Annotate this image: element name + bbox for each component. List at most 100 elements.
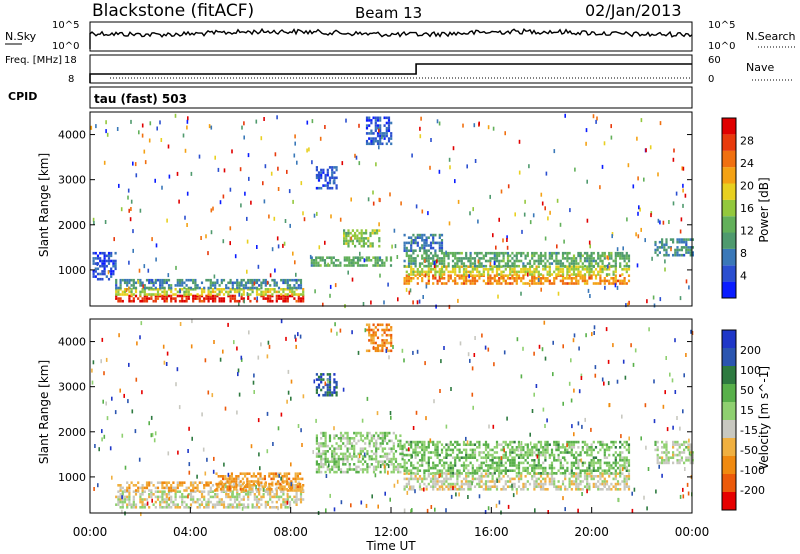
- heatmap-cell: [119, 284, 122, 287]
- heatmap-cell: [438, 244, 441, 247]
- heatmap-cell: [275, 297, 278, 300]
- heatmap-cell: [297, 297, 300, 300]
- heatmap-cell: [570, 446, 573, 449]
- heatmap-cell: [328, 434, 332, 437]
- heatmap-cell: [211, 281, 215, 285]
- heatmap-cell: [392, 457, 395, 461]
- heatmap-cell: [392, 444, 395, 448]
- heatmap-cell: [456, 448, 459, 452]
- heatmap-cell: [544, 254, 547, 258]
- heatmap-cell: [342, 452, 345, 456]
- heatmap-cell: [424, 273, 427, 278]
- heatmap-cell: [207, 481, 210, 484]
- heatmap-cell: [491, 257, 494, 260]
- heatmap-cell: [460, 282, 463, 285]
- heatmap-cell: [458, 265, 461, 268]
- heatmap-cell: [405, 282, 408, 285]
- heatmap-cell: [469, 443, 472, 446]
- heatmap-cell: [542, 282, 545, 285]
- heatmap-cell: [128, 486, 131, 490]
- heatmap-cell: [343, 239, 346, 243]
- heatmap-cell: [498, 273, 501, 276]
- heatmap-cell: [410, 249, 413, 252]
- heatmap-cell: [296, 482, 299, 486]
- heatmap-cell: [416, 268, 419, 271]
- heatmap-cell: [246, 239, 249, 244]
- heatmap-cell: [282, 503, 285, 506]
- heatmap-cell: [328, 439, 332, 443]
- heatmap-cell: [383, 331, 386, 334]
- heatmap-cell: [414, 262, 417, 265]
- heatmap-cell: [405, 265, 408, 268]
- heatmap-cell: [345, 118, 347, 123]
- heatmap-cell: [590, 251, 593, 255]
- heatmap-cell: [531, 270, 534, 274]
- heatmap-cell: [174, 297, 177, 300]
- heatmap-cell: [601, 482, 604, 486]
- heatmap-cell: [407, 257, 411, 260]
- heatmap-cell: [185, 288, 188, 291]
- heatmap-cell: [251, 484, 254, 487]
- heatmap-cell: [288, 286, 292, 290]
- heatmap-cell: [288, 500, 292, 504]
- heatmap-cell: [548, 254, 551, 258]
- heatmap-cell: [440, 277, 444, 280]
- heatmap-cell: [533, 259, 536, 263]
- heatmap-cell: [597, 257, 600, 260]
- heatmap-cell: [546, 273, 549, 276]
- heatmap-cell: [586, 482, 589, 486]
- heatmap-cell: [263, 485, 266, 488]
- heatmap-cell: [354, 256, 357, 259]
- heatmap-cell: [427, 446, 430, 449]
- heatmap-cell: [368, 142, 371, 146]
- heatmap-cell: [440, 482, 444, 486]
- heatmap-cell: [285, 472, 288, 475]
- heatmap-cell: [200, 493, 204, 496]
- heatmap-cell: [130, 284, 133, 287]
- heatmap-cell: [415, 204, 418, 209]
- heatmap-cell: [275, 506, 278, 509]
- heatmap-cell: [324, 184, 327, 187]
- heatmap-cell: [239, 472, 242, 475]
- heatmap-cell: [607, 264, 609, 269]
- heatmap-cell: [590, 477, 593, 481]
- heatmap-cell: [194, 500, 197, 504]
- heatmap-cell: [674, 248, 677, 252]
- heatmap-cell: [222, 239, 225, 244]
- heatmap-cell: [385, 126, 388, 130]
- heatmap-cell: [126, 486, 129, 490]
- heatmap-cell: [280, 503, 283, 506]
- heatmap-cell: [467, 279, 470, 283]
- heatmap-cell: [411, 454, 413, 459]
- heatmap-cell: [368, 333, 371, 337]
- heatmap-cell: [185, 299, 188, 303]
- heatmap-cell: [101, 264, 104, 268]
- heatmap-cell: [176, 294, 179, 298]
- heatmap-cell: [451, 451, 455, 454]
- heatmap-cell: [335, 452, 338, 456]
- heatmap-cell: [524, 443, 527, 446]
- heatmap-cell: [539, 464, 543, 467]
- heatmap-cell: [667, 246, 670, 249]
- heatmap-cell: [559, 259, 562, 263]
- heatmap-cell: [511, 488, 514, 491]
- heatmap-cell: [445, 475, 448, 478]
- heatmap-cell: [281, 485, 284, 488]
- heatmap-cell: [161, 481, 164, 484]
- heatmap-cell: [342, 434, 345, 437]
- heatmap-cell: [219, 475, 222, 478]
- heatmap-cell: [559, 464, 562, 467]
- heatmap-cell: [244, 191, 246, 196]
- heatmap-cell: [509, 270, 512, 274]
- heatmap-cell: [502, 274, 505, 277]
- heatmap-cell: [443, 262, 446, 265]
- heatmap-cell: [358, 239, 361, 243]
- heatmap-cell: [403, 249, 406, 252]
- heatmap-cell: [378, 256, 382, 259]
- heatmap-cell: [680, 459, 683, 462]
- heatmap-cell: [250, 475, 253, 478]
- heatmap-cell: [586, 475, 589, 478]
- heatmap-cell: [262, 281, 265, 285]
- heatmap-cell: [491, 459, 494, 462]
- heatmap-cell: [561, 264, 565, 268]
